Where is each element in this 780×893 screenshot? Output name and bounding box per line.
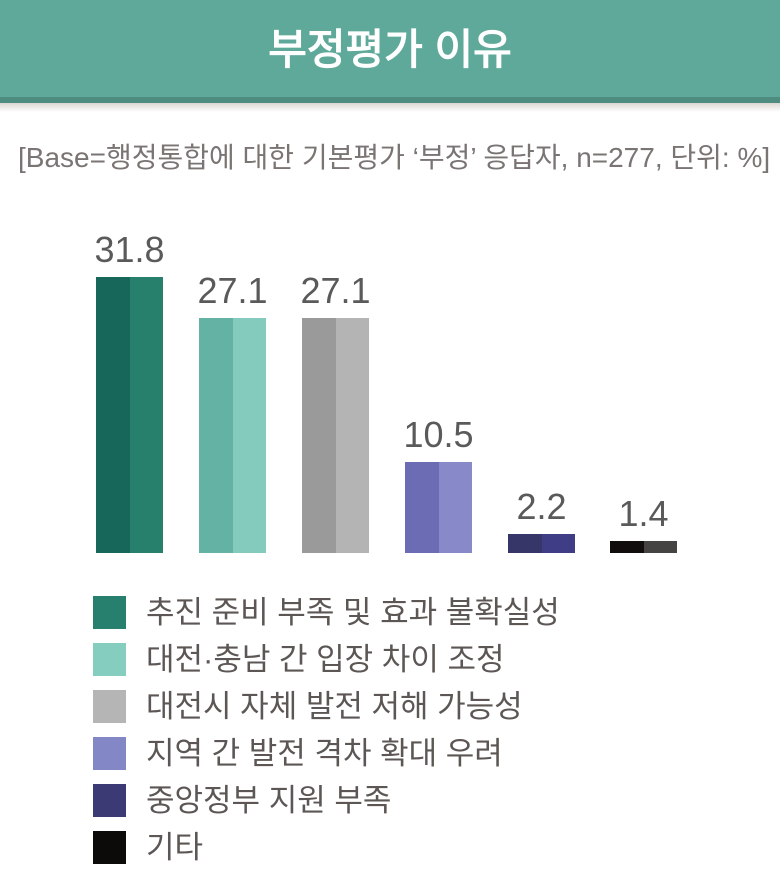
legend-label: 지역 간 발전 격차 확대 우려 <box>146 736 503 771</box>
bar-right-half <box>541 534 575 553</box>
legend-item: 대전시 자체 발전 저해 가능성 <box>93 690 560 723</box>
bar <box>199 318 266 553</box>
bar-value-label: 2.2 <box>516 486 567 527</box>
bar-right-half <box>232 318 266 553</box>
bar-left-half <box>508 534 542 553</box>
legend-item: 대전·충남 간 입장 차이 조정 <box>93 643 560 676</box>
bar <box>405 462 472 553</box>
bar-left-half <box>96 277 130 553</box>
bar-left-half <box>405 462 439 553</box>
header-banner: 부정평가 이유 <box>0 0 780 97</box>
bar-value-label: 27.1 <box>300 270 371 311</box>
legend-item: 중앙정부 지원 부족 <box>93 784 560 817</box>
bar-left-half <box>199 318 233 553</box>
base-note: [Base=행정통합에 대한 기본평가 ‘부정’ 응답자, n=277, 단위:… <box>18 142 771 173</box>
bar-right-half <box>129 277 163 553</box>
bar <box>302 318 369 553</box>
legend-swatch <box>93 596 126 629</box>
legend-swatch <box>93 643 126 676</box>
legend-swatch <box>93 737 126 770</box>
header-shadow <box>0 103 780 112</box>
bar-value-label: 27.1 <box>197 270 268 311</box>
bar-left-half <box>610 541 644 553</box>
legend-label: 추진 준비 부족 및 효과 불확실성 <box>146 595 560 630</box>
legend-item: 기타 <box>93 831 560 864</box>
legend-item: 지역 간 발전 격차 확대 우려 <box>93 737 560 770</box>
legend-label: 기타 <box>146 830 204 865</box>
legend-swatch <box>93 690 126 723</box>
legend-label: 중앙정부 지원 부족 <box>146 783 392 818</box>
bar-right-half <box>335 318 369 553</box>
legend-label: 대전시 자체 발전 저해 가능성 <box>146 689 523 724</box>
legend-swatch <box>93 831 126 864</box>
bar <box>96 277 163 553</box>
legend-item: 추진 준비 부족 및 효과 불확실성 <box>93 596 560 629</box>
bar-right-half <box>438 462 472 553</box>
bar <box>508 534 575 553</box>
bar <box>610 541 677 553</box>
bar-right-half <box>643 541 677 553</box>
bar-value-label: 10.5 <box>403 414 474 455</box>
header-accent-strip <box>0 97 780 103</box>
bar-left-half <box>302 318 336 553</box>
bar-value-label: 31.8 <box>94 229 165 270</box>
page-title: 부정평가 이유 <box>268 25 512 73</box>
bar-value-label: 1.4 <box>618 493 669 534</box>
legend-swatch <box>93 784 126 817</box>
legend-label: 대전·충남 간 입장 차이 조정 <box>146 642 505 677</box>
